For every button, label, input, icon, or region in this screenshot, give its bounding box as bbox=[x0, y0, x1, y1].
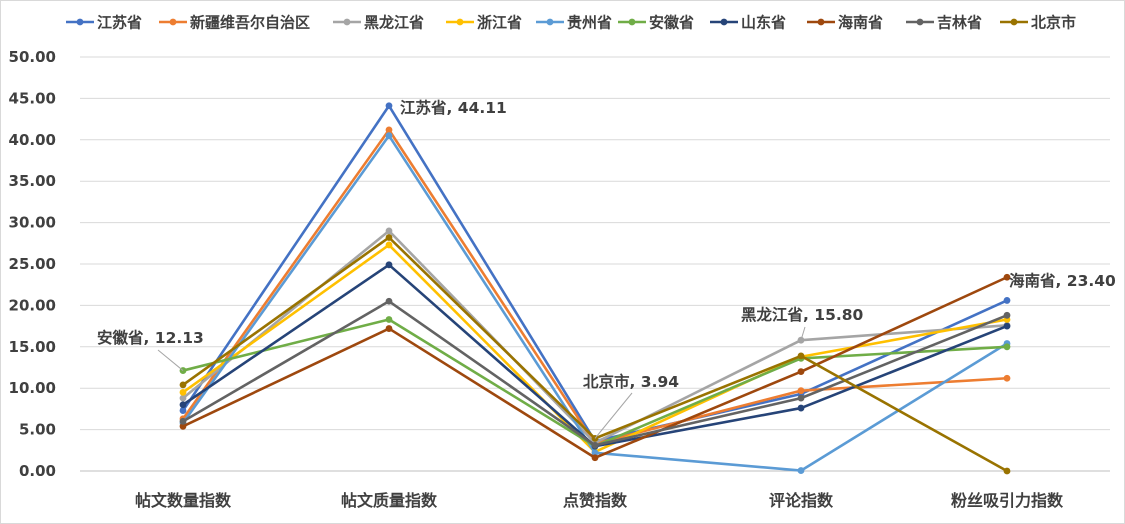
legend-label-海南省: 海南省 bbox=[838, 14, 883, 32]
data-point-北京市-1 bbox=[385, 234, 393, 241]
y-tick-label: 15.00 bbox=[9, 338, 56, 356]
legend-label-安徽省: 安徽省 bbox=[649, 14, 694, 32]
legend-marker-新疆维吾尔自治区 bbox=[169, 18, 177, 26]
gridlines: 0.00 5.00 10.00 15.00 20.00 25.00 30.00 35.00 40… bbox=[9, 48, 1110, 480]
y-tick-label: 40.00 bbox=[9, 131, 56, 149]
y-tick-label: 30.00 bbox=[9, 214, 56, 232]
x-tick-label-0: 帖文数量指数 bbox=[135, 491, 232, 510]
data-point-吉林省-4 bbox=[1003, 311, 1011, 319]
annotation-leader-安徽省 bbox=[157, 349, 184, 371]
data-point-海南省-4 bbox=[1003, 273, 1011, 281]
annotation-leader-北京市 bbox=[594, 392, 633, 439]
legend-marker-北京市 bbox=[1010, 18, 1018, 26]
y-tick-label: 10.00 bbox=[9, 379, 56, 397]
legend-marker-江苏省 bbox=[76, 18, 84, 26]
x-tick-label-3: 评论指数 bbox=[769, 491, 834, 510]
legend-marker-山东省 bbox=[720, 18, 728, 26]
legend-label-北京市: 北京市 bbox=[1031, 14, 1076, 32]
legend-label-吉林省: 吉林省 bbox=[937, 14, 982, 32]
data-label-海南省: 海南省, 23.40 bbox=[1009, 271, 1116, 290]
legend-marker-贵州省 bbox=[546, 18, 554, 26]
data-point-山东省-1 bbox=[385, 261, 393, 269]
legend-marker-黑龙江省 bbox=[343, 18, 351, 26]
data-point-安徽省-4 bbox=[1003, 343, 1011, 351]
y-tick-label: 20.00 bbox=[9, 296, 56, 314]
series-海南省 bbox=[179, 273, 1011, 462]
legend-label-江苏省: 江苏省 bbox=[97, 14, 142, 32]
data-point-吉林省-3 bbox=[797, 394, 805, 402]
data-point-黑龙江省-1 bbox=[385, 227, 393, 235]
y-tick-label: 5.00 bbox=[19, 421, 56, 439]
data-point-海南省-1 bbox=[385, 325, 393, 332]
x-tick-label-2: 点赞指数 bbox=[563, 491, 628, 510]
data-point-江苏省-4 bbox=[1003, 297, 1011, 304]
series-line-黑龙江省 bbox=[181, 229, 1009, 445]
data-point-山东省-4 bbox=[1003, 322, 1011, 330]
data-point-吉林省-2 bbox=[591, 441, 599, 449]
y-tick-label: 25.00 bbox=[9, 255, 56, 273]
data-label-北京市: 北京市, 3.94 bbox=[583, 372, 679, 391]
data-point-北京市-0 bbox=[179, 381, 187, 389]
data-point-山东省-3 bbox=[797, 404, 805, 412]
data-point-山东省-0 bbox=[179, 401, 187, 409]
legend-marker-吉林省 bbox=[916, 18, 924, 26]
y-tick-label: 45.00 bbox=[9, 89, 56, 107]
y-tick-label: 50.00 bbox=[9, 48, 56, 66]
annotations: 江苏省, 44.11 安徽省, 12.13 北京市, 3.94 黑龙江省, 15.80… bbox=[97, 98, 1116, 439]
data-point-贵州省-2 bbox=[591, 449, 599, 457]
legend-marker-浙江省 bbox=[456, 18, 464, 26]
data-point-浙江省-1 bbox=[385, 241, 393, 249]
data-label-江苏省: 江苏省, 44.11 bbox=[400, 98, 507, 117]
y-tick-label: 0.00 bbox=[19, 462, 56, 480]
legend-label-山东省: 山东省 bbox=[741, 14, 786, 32]
legend-label-黑龙江省: 黑龙江省 bbox=[364, 14, 424, 32]
data-point-海南省-2 bbox=[591, 454, 599, 462]
legend-label-新疆维吾尔自治区: 新疆维吾尔自治区 bbox=[190, 14, 310, 32]
data-point-新疆维吾尔自治区-4 bbox=[1003, 374, 1011, 382]
series-浙江省 bbox=[179, 241, 1011, 456]
data-point-江苏省-0 bbox=[179, 407, 187, 414]
series-line-新疆维吾尔自治区 bbox=[181, 128, 1009, 445]
x-tick-label-1: 帖文质量指数 bbox=[341, 491, 438, 510]
series-江苏省 bbox=[179, 102, 1011, 445]
data-point-海南省-3 bbox=[797, 368, 805, 376]
data-point-海南省-0 bbox=[179, 422, 187, 430]
data-point-黑龙江省-0 bbox=[179, 394, 187, 402]
series-黑龙江省 bbox=[179, 227, 1011, 447]
legend-label-浙江省: 浙江省 bbox=[477, 14, 522, 32]
data-label-安徽省: 安徽省, 12.13 bbox=[97, 328, 204, 347]
data-point-北京市-3 bbox=[797, 352, 805, 360]
data-point-北京市-4 bbox=[1003, 467, 1011, 475]
series-贵州省 bbox=[179, 132, 1011, 474]
data-point-新疆维吾尔自治区-1 bbox=[385, 126, 393, 134]
data-point-江苏省-1 bbox=[385, 102, 393, 110]
data-point-贵州省-3 bbox=[797, 467, 805, 474]
annotation-leader-黑龙江省 bbox=[800, 326, 806, 341]
data-label-黑龙江省: 黑龙江省, 15.80 bbox=[741, 305, 864, 324]
legend: 江苏省 新疆维吾尔自治区 黑龙江省 浙江省 贵州省 安徽省 山东省 海南省 吉林省 北京市 bbox=[66, 14, 1076, 32]
data-point-吉林省-1 bbox=[385, 297, 393, 305]
y-tick-label: 35.00 bbox=[9, 172, 56, 190]
data-point-吉林省-0 bbox=[179, 417, 187, 425]
legend-label-贵州省: 贵州省 bbox=[567, 14, 612, 32]
series-新疆维吾尔自治区 bbox=[179, 126, 1011, 448]
data-point-贵州省-1 bbox=[385, 132, 393, 140]
data-point-新疆维吾尔自治区-3 bbox=[797, 387, 805, 395]
legend-marker-安徽省 bbox=[628, 18, 636, 26]
data-point-安徽省-1 bbox=[385, 316, 393, 323]
legend-marker-海南省 bbox=[817, 18, 825, 26]
series-吉林省 bbox=[179, 297, 1011, 449]
x-tick-label-4: 粉丝吸引力指数 bbox=[951, 491, 1064, 510]
data-point-浙江省-0 bbox=[179, 388, 187, 396]
